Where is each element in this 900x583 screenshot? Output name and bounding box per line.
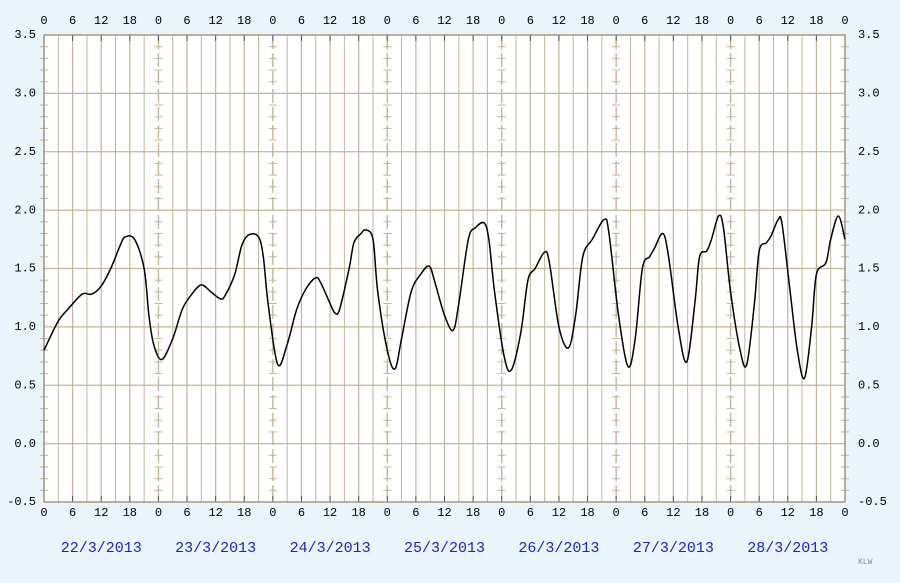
x-tick-label-bottom: 12 — [666, 506, 680, 520]
date-label: 28/3/2013 — [747, 540, 828, 557]
x-tick-label-top: 0 — [613, 14, 620, 28]
x-tick-label-top: 12 — [552, 14, 566, 28]
y-tick-label-right: 2.0 — [858, 203, 880, 217]
y-tick-label: 3.5 — [14, 28, 36, 42]
x-tick-label-bottom: 0 — [269, 506, 276, 520]
x-tick-label-top: 12 — [437, 14, 451, 28]
x-tick-label-top: 6 — [756, 14, 763, 28]
x-tick-label-top: 0 — [384, 14, 391, 28]
x-tick-label-top: 12 — [208, 14, 222, 28]
x-tick-label-top: 0 — [40, 14, 47, 28]
date-label: 26/3/2013 — [518, 540, 599, 557]
x-tick-label-bottom: 12 — [437, 506, 451, 520]
date-label: 27/3/2013 — [633, 540, 714, 557]
y-tick-label: 0.5 — [14, 378, 36, 392]
y-tick-label: 3.0 — [14, 87, 36, 101]
x-tick-label-bottom: 18 — [237, 506, 251, 520]
x-tick-label-top: 0 — [155, 14, 162, 28]
date-label: 23/3/2013 — [175, 540, 256, 557]
x-tick-label-bottom: 0 — [40, 506, 47, 520]
plot-border — [43, 34, 846, 503]
x-tick-label-bottom: 0 — [155, 506, 162, 520]
date-label: 24/3/2013 — [290, 540, 371, 557]
date-label: 22/3/2013 — [61, 540, 142, 557]
y-tick-label-right: 0.5 — [858, 378, 880, 392]
x-tick-label-bottom: 18 — [809, 506, 823, 520]
x-tick-label-bottom: 12 — [208, 506, 222, 520]
x-tick-label-bottom: 12 — [552, 506, 566, 520]
y-tick-label-right: 1.5 — [858, 262, 880, 276]
x-tick-label-top: 6 — [527, 14, 534, 28]
x-tick-label-bottom: 6 — [183, 506, 190, 520]
x-tick-label-top: 12 — [94, 14, 108, 28]
x-tick-label-top: 12 — [323, 14, 337, 28]
y-tick-label-right: -0.5 — [858, 495, 887, 509]
x-tick-label-top: 0 — [841, 14, 848, 28]
x-tick-label-bottom: 6 — [298, 506, 305, 520]
x-tick-label-bottom: 0 — [613, 506, 620, 520]
x-tick-label-top: 18 — [237, 14, 251, 28]
x-tick-label-bottom: 12 — [781, 506, 795, 520]
y-tick-label-right: 0.0 — [858, 437, 880, 451]
x-tick-label-top: 18 — [580, 14, 594, 28]
y-tick-label: 1.5 — [14, 262, 36, 276]
y-tick-label: 2.5 — [14, 145, 36, 159]
x-tick-label-bottom: 6 — [641, 506, 648, 520]
x-tick-label-bottom: 18 — [123, 506, 137, 520]
x-tick-label-top: 0 — [498, 14, 505, 28]
x-tick-label-bottom: 0 — [727, 506, 734, 520]
x-tick-label-top: 18 — [466, 14, 480, 28]
credit: KLW — [858, 558, 873, 567]
x-tick-label-bottom: 18 — [580, 506, 594, 520]
y-tick-label-right: 3.5 — [858, 28, 880, 42]
x-tick-label-bottom: 18 — [466, 506, 480, 520]
x-tick-label-bottom: 0 — [841, 506, 848, 520]
x-tick-label-bottom: 12 — [94, 506, 108, 520]
x-tick-label-bottom: 6 — [756, 506, 763, 520]
x-tick-label-top: 0 — [727, 14, 734, 28]
x-tick-label-top: 18 — [123, 14, 137, 28]
x-tick-label-bottom: 12 — [323, 506, 337, 520]
x-tick-label-bottom: 6 — [527, 506, 534, 520]
x-tick-label-top: 6 — [69, 14, 76, 28]
y-tick-label: -0.5 — [7, 495, 36, 509]
x-tick-label-top: 6 — [641, 14, 648, 28]
x-tick-label-top: 18 — [351, 14, 365, 28]
y-tick-label: 2.0 — [14, 203, 36, 217]
x-tick-label-top: 6 — [183, 14, 190, 28]
y-tick-label-right: 1.0 — [858, 320, 880, 334]
x-tick-label-top: 0 — [269, 14, 276, 28]
x-tick-label-bottom: 0 — [384, 506, 391, 520]
y-tick-label: 1.0 — [14, 320, 36, 334]
x-tick-label-bottom: 6 — [69, 506, 76, 520]
x-tick-label-bottom: 18 — [695, 506, 709, 520]
x-tick-label-top: 18 — [695, 14, 709, 28]
x-tick-label-bottom: 6 — [412, 506, 419, 520]
x-tick-label-bottom: 18 — [351, 506, 365, 520]
x-tick-label-top: 6 — [412, 14, 419, 28]
y-tick-label-right: 2.5 — [858, 145, 880, 159]
tide-line — [43, 214, 846, 380]
x-tick-label-top: 6 — [298, 14, 305, 28]
x-tick-label-top: 18 — [809, 14, 823, 28]
x-tick-label-bottom: 0 — [498, 506, 505, 520]
x-tick-label-top: 12 — [666, 14, 680, 28]
y-tick-label-right: 3.0 — [858, 87, 880, 101]
y-tick-label: 0.0 — [14, 437, 36, 451]
date-label: 25/3/2013 — [404, 540, 485, 557]
x-tick-label-top: 12 — [781, 14, 795, 28]
